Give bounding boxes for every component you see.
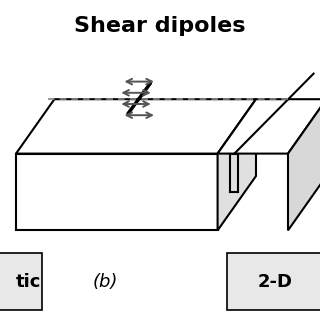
FancyBboxPatch shape: [227, 253, 320, 310]
Text: (b): (b): [93, 273, 118, 291]
Polygon shape: [288, 99, 320, 230]
Polygon shape: [218, 99, 320, 154]
Polygon shape: [16, 154, 218, 230]
Text: tic: tic: [16, 273, 42, 291]
Text: Shear dipoles: Shear dipoles: [74, 16, 246, 36]
FancyBboxPatch shape: [0, 253, 42, 310]
Polygon shape: [16, 99, 256, 154]
Text: 2-D: 2-D: [258, 273, 293, 291]
Polygon shape: [218, 99, 256, 230]
